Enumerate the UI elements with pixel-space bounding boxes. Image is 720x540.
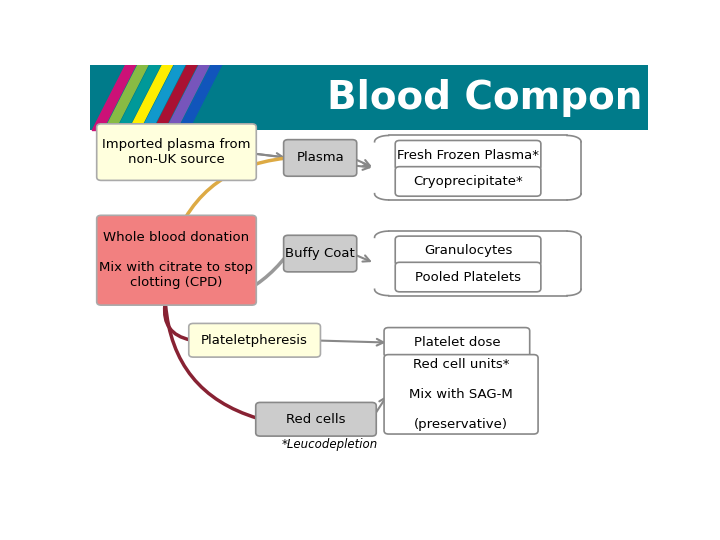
Polygon shape — [104, 65, 148, 131]
Text: Granulocytes: Granulocytes — [424, 245, 512, 258]
FancyBboxPatch shape — [395, 140, 541, 170]
FancyBboxPatch shape — [384, 355, 538, 434]
Text: Pooled Platelets: Pooled Platelets — [415, 271, 521, 284]
Text: Buffy Coat: Buffy Coat — [285, 247, 355, 260]
Polygon shape — [129, 65, 173, 131]
FancyBboxPatch shape — [284, 235, 356, 272]
FancyBboxPatch shape — [189, 323, 320, 357]
Polygon shape — [92, 65, 136, 131]
Text: Plateletpheresis: Plateletpheresis — [201, 334, 308, 347]
Polygon shape — [178, 65, 222, 131]
Text: Plasma: Plasma — [297, 151, 344, 165]
Text: Whole blood donation

Mix with citrate to stop
clotting (CPD): Whole blood donation Mix with citrate to… — [99, 231, 253, 289]
FancyBboxPatch shape — [96, 124, 256, 180]
Polygon shape — [153, 65, 197, 131]
Text: Platelet dose: Platelet dose — [413, 336, 500, 349]
Bar — [90, 131, 648, 133]
FancyBboxPatch shape — [256, 402, 377, 436]
Bar — [90, 65, 648, 131]
Polygon shape — [141, 65, 185, 131]
Text: Red cells: Red cells — [287, 413, 346, 426]
FancyBboxPatch shape — [284, 140, 356, 176]
Polygon shape — [166, 65, 210, 131]
FancyBboxPatch shape — [395, 262, 541, 292]
FancyBboxPatch shape — [395, 167, 541, 196]
FancyBboxPatch shape — [96, 215, 256, 305]
FancyBboxPatch shape — [395, 236, 541, 266]
FancyBboxPatch shape — [384, 328, 530, 357]
Text: *Leucodepletion: *Leucodepletion — [282, 438, 378, 451]
Text: Cryoprecipitate*: Cryoprecipitate* — [413, 175, 523, 188]
Text: Fresh Frozen Plasma*: Fresh Frozen Plasma* — [397, 148, 539, 162]
Polygon shape — [117, 65, 161, 131]
Text: Blood Compon: Blood Compon — [327, 79, 642, 117]
Text: Imported plasma from
non-UK source: Imported plasma from non-UK source — [102, 138, 251, 166]
Text: Red cell units*

Mix with SAG-M

(preservative): Red cell units* Mix with SAG-M (preserva… — [409, 358, 513, 431]
